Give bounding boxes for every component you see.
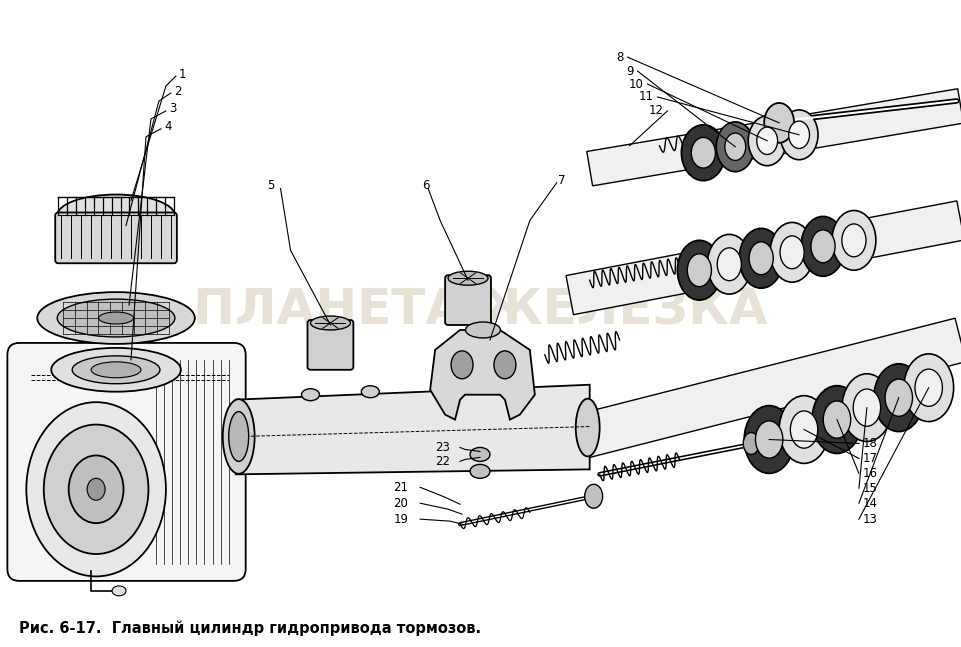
Ellipse shape [743,433,758,454]
FancyBboxPatch shape [308,320,353,370]
FancyBboxPatch shape [8,343,245,581]
Text: 7: 7 [557,174,565,187]
Ellipse shape [779,236,803,269]
Ellipse shape [575,399,599,456]
Ellipse shape [72,356,160,384]
Text: 4: 4 [163,120,171,133]
Polygon shape [565,201,961,314]
Ellipse shape [448,271,487,285]
Text: 1: 1 [179,67,186,81]
Ellipse shape [788,121,808,149]
Ellipse shape [57,299,175,337]
Text: 16: 16 [862,467,877,480]
Ellipse shape [748,116,785,166]
Ellipse shape [26,402,165,576]
Text: 22: 22 [434,455,450,468]
Ellipse shape [301,389,319,400]
Ellipse shape [738,228,782,288]
Ellipse shape [873,364,923,432]
Text: 17: 17 [862,452,877,465]
Ellipse shape [584,485,602,508]
Ellipse shape [68,455,123,523]
Ellipse shape [841,224,865,257]
Ellipse shape [465,322,500,338]
FancyBboxPatch shape [445,275,490,325]
Ellipse shape [763,103,793,143]
Text: 2: 2 [174,85,182,98]
Text: 18: 18 [862,437,876,450]
Polygon shape [235,385,589,474]
Ellipse shape [841,374,891,441]
Ellipse shape [680,125,725,181]
Polygon shape [430,330,534,420]
Ellipse shape [686,254,711,287]
Text: 10: 10 [628,78,643,91]
Polygon shape [586,89,961,186]
Ellipse shape [223,399,255,474]
Text: 6: 6 [422,179,430,192]
Ellipse shape [470,465,489,478]
Ellipse shape [831,210,875,270]
Ellipse shape [691,137,715,168]
Polygon shape [544,318,961,466]
Ellipse shape [754,421,782,458]
Ellipse shape [779,110,817,160]
Text: 9: 9 [626,65,633,78]
Ellipse shape [914,369,942,406]
Text: ПЛАНЕТА ЖЕЛЕЗКА: ПЛАНЕТА ЖЕЛЕЗКА [192,286,767,334]
Ellipse shape [884,379,912,416]
Text: 21: 21 [393,481,407,494]
Ellipse shape [91,362,141,378]
Ellipse shape [749,242,773,275]
Ellipse shape [229,411,248,461]
Ellipse shape [778,396,828,463]
Text: 15: 15 [862,482,876,495]
Ellipse shape [810,230,834,263]
Ellipse shape [717,248,741,281]
Ellipse shape [361,386,379,398]
Ellipse shape [716,122,753,171]
Ellipse shape [677,240,721,300]
Text: 20: 20 [393,497,407,510]
Ellipse shape [111,586,126,596]
Ellipse shape [852,389,879,426]
Ellipse shape [310,316,350,330]
Ellipse shape [823,401,850,438]
Ellipse shape [790,411,817,448]
Text: 13: 13 [862,512,876,525]
Ellipse shape [770,223,813,282]
Text: 5: 5 [267,179,275,192]
Ellipse shape [724,133,745,160]
Ellipse shape [811,386,861,454]
Ellipse shape [470,448,489,461]
Text: 19: 19 [393,512,407,525]
Ellipse shape [87,478,105,500]
Ellipse shape [756,127,776,155]
Text: 23: 23 [434,441,450,454]
FancyBboxPatch shape [55,212,177,263]
Ellipse shape [451,351,473,378]
Ellipse shape [99,312,134,324]
Ellipse shape [706,234,751,294]
Ellipse shape [51,348,181,391]
Ellipse shape [43,424,148,554]
Ellipse shape [801,217,844,276]
Text: 12: 12 [648,104,663,117]
Text: 11: 11 [638,91,653,104]
Ellipse shape [744,406,793,474]
Ellipse shape [57,195,175,236]
Text: 8: 8 [616,50,623,63]
Text: Рис. 6-17.  Главный цилиндр гидропривода тормозов.: Рис. 6-17. Главный цилиндр гидропривода … [19,621,480,637]
Ellipse shape [37,292,195,344]
Text: 14: 14 [862,497,877,510]
Ellipse shape [902,354,952,422]
Ellipse shape [493,351,515,378]
Text: 3: 3 [169,102,176,115]
